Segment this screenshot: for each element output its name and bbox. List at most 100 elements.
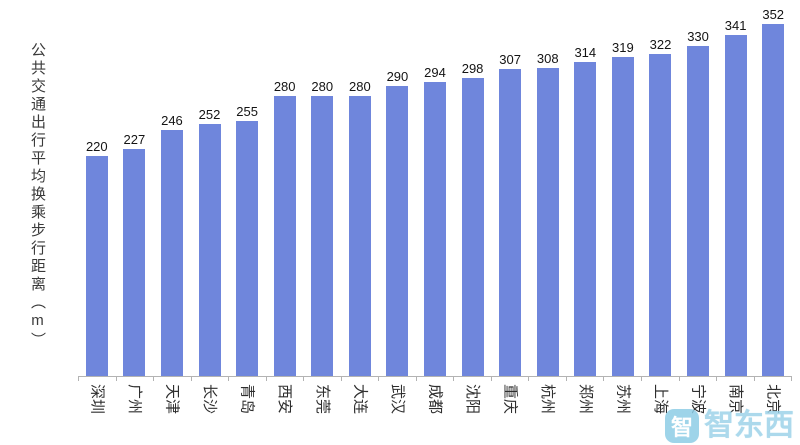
bar-column: 280: [266, 0, 304, 376]
x-label-cell: 杭州: [529, 382, 567, 444]
x-axis-category-label: 东莞: [313, 384, 331, 415]
bar: [649, 54, 672, 376]
x-label-cell: 沈阳: [454, 382, 492, 444]
value-label: 280: [311, 79, 334, 94]
x-axis-category-label: 西安: [276, 384, 294, 415]
x-axis-category-label: 广州: [125, 384, 143, 415]
bar-column: 330: [679, 0, 717, 376]
value-label: 220: [85, 139, 108, 154]
value-label: 314: [574, 45, 597, 60]
x-axis-category-label: 沈阳: [464, 384, 482, 415]
axis-tick: [379, 376, 417, 381]
bar: [724, 35, 747, 376]
bar-column: 322: [642, 0, 680, 376]
value-label: 294: [424, 65, 446, 80]
bar: [423, 82, 446, 376]
bar: [536, 68, 559, 376]
value-label: 298: [461, 61, 484, 76]
axis-tick: [717, 376, 755, 381]
axis-tick: [229, 376, 267, 381]
x-axis-category-label: 重庆: [501, 384, 519, 415]
bar: [311, 96, 334, 376]
x-label-cell: 上海: [642, 382, 680, 444]
bar: [574, 62, 597, 376]
bar-column: 298: [454, 0, 492, 376]
bar: [198, 124, 221, 376]
x-label-cell: 天津: [153, 382, 191, 444]
x-axis-category-label: 杭州: [539, 384, 557, 415]
x-axis-category-label: 苏州: [614, 384, 632, 415]
y-axis-label: 公共交通出行平均换乘步行距离（m）: [29, 42, 46, 350]
x-axis-category-label: 武汉: [388, 384, 406, 415]
bar-column: 280: [303, 0, 341, 376]
value-label: 322: [649, 37, 672, 52]
value-label: 330: [687, 29, 709, 44]
axis-tick: [642, 376, 680, 381]
value-label: 252: [198, 107, 221, 122]
axis-tick: [567, 376, 605, 381]
x-label-cell: 西安: [266, 382, 304, 444]
x-axis-category-label: 成都: [426, 384, 444, 415]
axis-tick: [117, 376, 155, 381]
axis-tick: [680, 376, 718, 381]
x-axis-category-label: 宁波: [689, 384, 707, 415]
x-label-cell: 南京: [717, 382, 755, 444]
x-label-cell: 深圳: [78, 382, 116, 444]
axis-tick: [492, 376, 530, 381]
watermark-text: 智东西: [704, 409, 794, 442]
axis-tick: [192, 376, 230, 381]
x-axis-ticks: [78, 376, 793, 381]
bar-column: 307: [491, 0, 529, 376]
x-label-cell: 青岛: [228, 382, 266, 444]
x-label-cell: 宁波: [679, 382, 717, 444]
x-label-cell: 武汉: [379, 382, 417, 444]
x-label-cell: 长沙: [191, 382, 229, 444]
x-axis-category-label: 上海: [651, 384, 669, 415]
bar: [762, 24, 785, 376]
bar-column: 220: [78, 0, 116, 376]
x-label-cell: 东莞: [303, 382, 341, 444]
x-label-cell: 重庆: [491, 382, 529, 444]
axis-tick: [417, 376, 455, 381]
bar: [160, 130, 183, 376]
x-label-cell: 大连: [341, 382, 379, 444]
bar: [348, 96, 371, 376]
value-label: 246: [161, 113, 183, 128]
bar: [611, 57, 634, 376]
x-axis-category-label: 长沙: [201, 384, 219, 415]
value-label: 352: [762, 7, 785, 22]
x-label-cell: 郑州: [567, 382, 605, 444]
value-label: 290: [386, 69, 409, 84]
value-label: 280: [348, 79, 371, 94]
watermark: 智 智东西: [665, 409, 794, 443]
value-label: 341: [724, 18, 747, 33]
x-axis-category-label: 郑州: [576, 384, 594, 415]
bar: [499, 69, 522, 376]
bar-column: 290: [379, 0, 417, 376]
bar-column: 294: [416, 0, 454, 376]
axis-tick: [529, 376, 567, 381]
watermark-logo-icon: 智: [665, 409, 699, 443]
bar-column: 280: [341, 0, 379, 376]
bar: [386, 86, 409, 376]
x-axis-category-label: 南京: [727, 384, 745, 415]
bar: [273, 96, 296, 376]
value-label: 227: [123, 132, 146, 147]
axis-tick: [454, 376, 492, 381]
bar-column: 319: [604, 0, 642, 376]
plot-area: 220 227 246 252 255 280 280 280 290 294 298 307 308 3…: [78, 0, 792, 377]
bar-column: 227: [116, 0, 154, 376]
axis-tick: [154, 376, 192, 381]
bar: [687, 46, 710, 376]
x-axis-category-label: 青岛: [238, 384, 256, 415]
axis-tick: [342, 376, 380, 381]
value-label: 280: [273, 79, 296, 94]
x-axis-category-label: 大连: [351, 384, 369, 415]
bar-column: 308: [529, 0, 567, 376]
bar-column: 246: [153, 0, 191, 376]
x-axis-category-label: 深圳: [88, 384, 106, 415]
value-label: 255: [236, 104, 258, 119]
x-axis-category-label: 北京: [764, 384, 782, 415]
x-label-cell: 苏州: [604, 382, 642, 444]
